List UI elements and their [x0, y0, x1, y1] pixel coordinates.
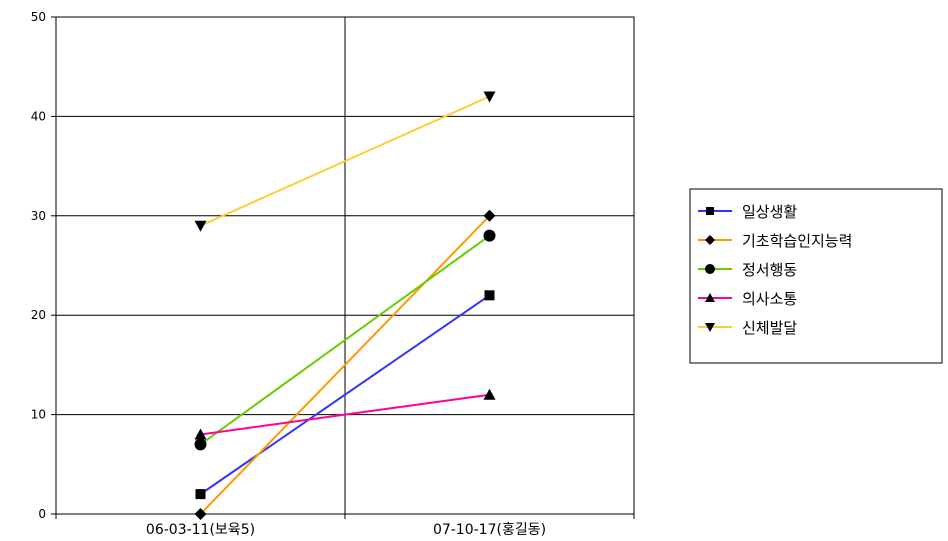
y-tick-label: 20 — [31, 308, 46, 322]
y-tick-label: 0 — [38, 507, 46, 521]
legend-marker — [706, 207, 714, 215]
data-point — [194, 220, 207, 232]
data-point — [483, 209, 496, 222]
legend-label: 의사소통 — [742, 290, 797, 308]
data-point — [194, 438, 207, 451]
series-1 — [195, 290, 495, 500]
data-point — [484, 290, 495, 301]
legend-item: 기초학습인지능력 — [698, 232, 852, 250]
legend-marker — [705, 264, 715, 274]
series-3 — [194, 229, 496, 451]
data-point — [483, 229, 496, 242]
series-line — [199, 294, 491, 495]
legend-marker — [705, 293, 715, 302]
legend-item: 신체발달 — [698, 319, 797, 337]
grid-lines — [56, 17, 634, 514]
data-point — [195, 489, 206, 500]
legend-label: 신체발달 — [742, 319, 797, 337]
series-line — [199, 215, 491, 515]
series-2 — [194, 209, 496, 520]
y-tick-label: 50 — [31, 10, 46, 24]
legend-label: 일상생활 — [742, 203, 797, 221]
legend-item: 정서행동 — [698, 261, 797, 279]
x-tick-label: 07-10-17(홍길동) — [433, 522, 546, 538]
series-group — [194, 91, 496, 520]
series-line — [200, 393, 490, 436]
legend-marker — [705, 323, 715, 332]
legend-label: 정서행동 — [742, 261, 797, 279]
series-line — [199, 234, 491, 446]
series-4 — [194, 388, 496, 440]
legend-box — [689, 188, 943, 364]
axes: 0 10 20 30 40 50 06-03-11(보육5) 07-10-17(홍길동) — [31, 10, 635, 538]
legend-item: 일상생활 — [698, 203, 797, 221]
series-5 — [194, 91, 496, 232]
data-point — [483, 388, 496, 400]
data-point — [483, 91, 496, 103]
data-point — [194, 428, 207, 440]
y-tick-label: 40 — [31, 109, 46, 123]
legend-label: 기초학습인지능력 — [742, 232, 852, 250]
series-line — [200, 95, 490, 227]
legend-item: 의사소통 — [698, 290, 797, 308]
y-tick-label: 10 — [31, 408, 46, 422]
x-tick-label: 06-03-11(보육5) — [146, 522, 255, 538]
legend-marker — [705, 235, 715, 245]
y-tick-label: 30 — [31, 209, 46, 223]
data-point — [194, 508, 207, 520]
